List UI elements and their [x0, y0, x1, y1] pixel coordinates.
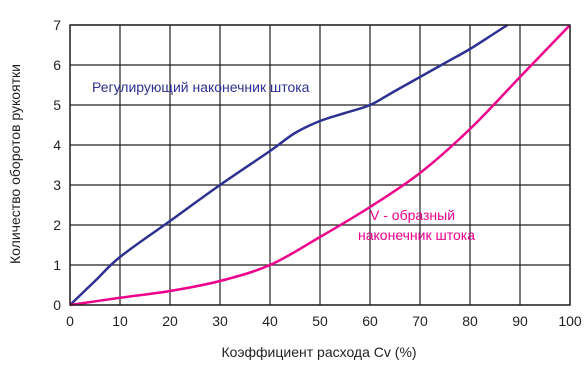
- y-tick-label-4: 4: [53, 137, 61, 153]
- plot-border: [69, 24, 571, 306]
- series-line-regulating: [69, 23, 509, 306]
- x-tick-label-3: 30: [212, 313, 228, 329]
- x-tick-label-0: 0: [66, 313, 74, 329]
- y-tick-label-3: 3: [53, 177, 61, 193]
- x-tick-label-9: 90: [512, 313, 528, 329]
- y-tick-label-7: 7: [53, 17, 61, 33]
- annotation-v-shaped-line1: V - образный: [370, 207, 455, 223]
- x-tick-label-5: 50: [312, 313, 328, 329]
- x-tick-label-4: 40: [262, 313, 278, 329]
- x-tick-label-7: 70: [412, 313, 428, 329]
- x-tick-label-8: 80: [462, 313, 478, 329]
- y-tick-label-1: 1: [53, 257, 61, 273]
- series-line-v-shaped: [69, 24, 571, 307]
- annotation-v-shaped-line2: наконечник штока: [358, 227, 475, 243]
- y-tick-label-5: 5: [53, 97, 61, 113]
- x-tick-labels: 0 10 20 30 40 50 60 70 80 90 100: [66, 313, 582, 329]
- x-tick-label-2: 20: [162, 313, 178, 329]
- y-tick-label-6: 6: [53, 57, 61, 73]
- y-tick-label-0: 0: [53, 297, 61, 313]
- y-tick-labels: 0 1 2 3 4 5 6 7: [53, 17, 61, 313]
- series-layer: [69, 23, 571, 307]
- annotation-regulating: Регулирующий наконечник штока: [92, 79, 310, 95]
- x-tick-label-10: 100: [558, 313, 582, 329]
- plot-frame: [69, 24, 571, 306]
- x-axis-title: Коэффициент расхода Cv (%): [221, 344, 416, 360]
- grid: [69, 24, 571, 306]
- x-tick-label-6: 60: [362, 313, 378, 329]
- y-axis-title: Количество оборотов рукоятки: [7, 64, 23, 264]
- y-tick-label-2: 2: [53, 217, 61, 233]
- x-tick-label-1: 10: [112, 313, 128, 329]
